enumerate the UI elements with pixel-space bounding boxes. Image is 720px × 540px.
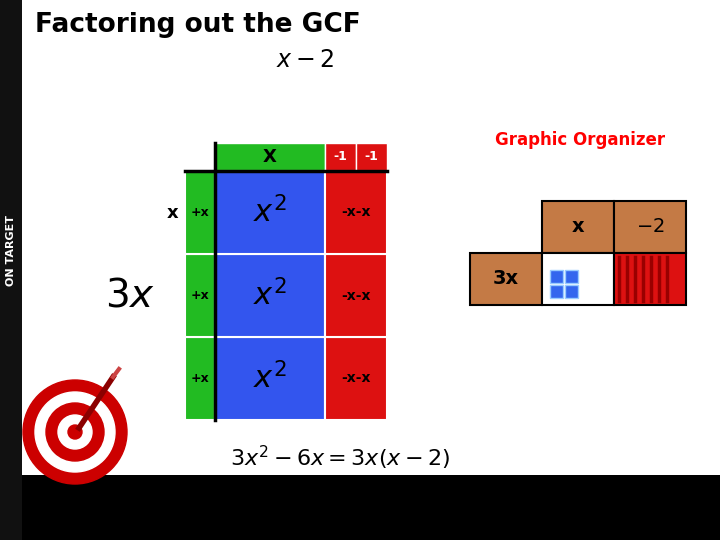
Text: x: x — [572, 218, 585, 237]
Bar — [185, 337, 215, 420]
Text: $x^2$: $x^2$ — [253, 362, 287, 395]
Bar — [550, 285, 563, 298]
Text: $3x^2 - 6x = 3x(x - 2)$: $3x^2 - 6x = 3x(x - 2)$ — [230, 444, 450, 472]
Bar — [565, 270, 578, 283]
Text: -1: -1 — [364, 151, 379, 164]
Text: +x: +x — [191, 206, 210, 219]
Text: ON TARGET: ON TARGET — [6, 214, 16, 286]
Bar — [542, 253, 614, 305]
Text: $x^2$: $x^2$ — [253, 196, 287, 229]
Text: 3x: 3x — [493, 269, 519, 288]
Bar — [614, 201, 686, 253]
Text: $x^2$: $x^2$ — [253, 279, 287, 312]
Bar — [0, 475, 720, 540]
Text: Factoring out the GCF: Factoring out the GCF — [35, 12, 361, 38]
Bar — [185, 171, 215, 254]
Text: x: x — [167, 204, 179, 221]
Text: $x - 2$: $x - 2$ — [276, 48, 334, 72]
Bar — [215, 254, 325, 337]
Bar — [0, 0, 22, 540]
Text: -x-x: -x-x — [341, 206, 371, 219]
Bar — [542, 201, 614, 253]
Bar — [325, 337, 387, 420]
Bar — [356, 143, 387, 171]
Circle shape — [23, 380, 127, 484]
Text: $-2$: $-2$ — [636, 218, 665, 237]
Bar — [215, 337, 325, 420]
Text: -1: -1 — [333, 151, 348, 164]
Bar — [565, 285, 578, 298]
Bar — [550, 270, 563, 283]
Circle shape — [46, 403, 104, 461]
Bar — [470, 253, 542, 305]
Bar — [215, 143, 325, 171]
Text: -x-x: -x-x — [341, 372, 371, 386]
Bar — [215, 171, 325, 254]
Text: +x: +x — [191, 372, 210, 385]
Bar — [325, 143, 356, 171]
Bar — [185, 254, 215, 337]
Bar — [325, 171, 387, 254]
Bar — [325, 254, 387, 337]
Text: -x-x: -x-x — [341, 288, 371, 302]
Bar — [614, 253, 686, 305]
Text: X: X — [263, 148, 277, 166]
Text: $3x$: $3x$ — [105, 276, 155, 314]
Text: +x: +x — [191, 289, 210, 302]
Circle shape — [35, 392, 115, 472]
Circle shape — [68, 425, 82, 439]
Text: Graphic Organizer: Graphic Organizer — [495, 131, 665, 149]
Circle shape — [58, 415, 92, 449]
